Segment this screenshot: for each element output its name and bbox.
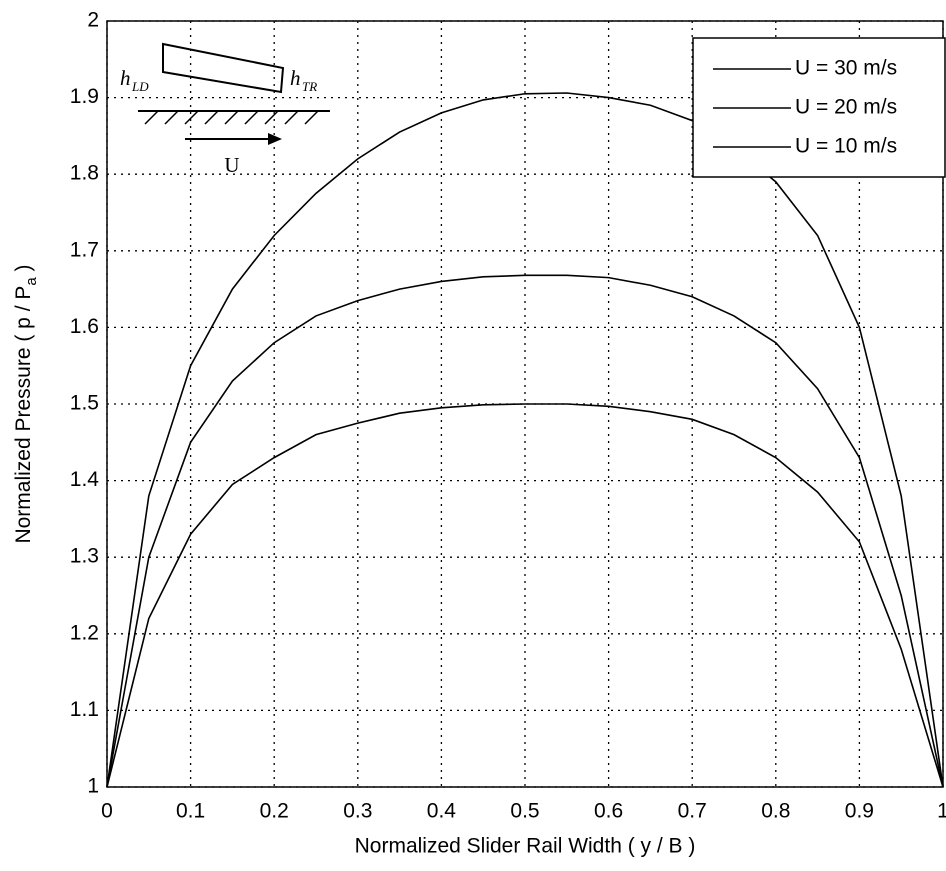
legend-label: U = 20 m/s <box>795 96 897 119</box>
y-tick-label: 1.8 <box>70 162 99 185</box>
x-tick-label: 0.1 <box>176 800 205 823</box>
y-tick-label: 2 <box>87 9 99 32</box>
arrow-head <box>268 133 282 145</box>
x-tick-label: 0.8 <box>761 800 790 823</box>
y-tick-label: 1.3 <box>70 545 99 568</box>
series-line <box>106 92 944 788</box>
series-line <box>106 403 944 788</box>
x-tick-label: 0.3 <box>343 800 372 823</box>
y-label-main: Normalized Pressure ( p / P <box>12 286 35 544</box>
legend-label: U = 30 m/s <box>795 57 897 80</box>
inset-label: U <box>224 153 239 177</box>
x-tick-label: 0.5 <box>510 800 539 823</box>
inset-diagram: h LD h TR U <box>120 42 330 177</box>
x-tick-label: 0.4 <box>427 800 457 823</box>
legend-label: U = 10 m/s <box>795 135 897 158</box>
y-tick-label: 1.5 <box>70 392 99 415</box>
y-axis-label: Normalized Pressure ( p / Pa ) <box>12 264 40 543</box>
x-tick-label: 0 <box>101 800 113 823</box>
inset-label: TR <box>302 79 317 94</box>
y-tick-label: 1.9 <box>70 85 99 108</box>
inset-label: h <box>290 66 301 90</box>
x-axis-label: Normalized Slider Rail Width ( y / B ) <box>355 835 696 858</box>
y-tick-label: 1.2 <box>70 621 99 644</box>
y-tick-label: 1.7 <box>70 238 99 261</box>
hatch <box>144 110 319 125</box>
y-tick-label: 1.4 <box>70 468 100 491</box>
x-tick-label: 0.7 <box>678 800 707 823</box>
x-tick-label: 0.9 <box>845 800 874 823</box>
x-tick-label: 1 <box>937 800 946 823</box>
x-tick-label: 0.6 <box>594 800 623 823</box>
y-label-sub: a <box>23 277 40 286</box>
legend: U = 30 m/s U = 20 m/s U = 10 m/s <box>692 37 946 178</box>
slider-shape <box>162 42 285 94</box>
series-line <box>106 274 944 788</box>
y-tick-label: 1.1 <box>70 698 99 721</box>
x-tick-label: 0.2 <box>260 800 289 823</box>
y-tick-label: 1.6 <box>70 315 99 338</box>
y-label-end: ) <box>12 264 35 277</box>
inset-label: h <box>120 66 131 90</box>
inset-label: LD <box>131 79 149 94</box>
y-tick-label: 1 <box>87 775 99 798</box>
